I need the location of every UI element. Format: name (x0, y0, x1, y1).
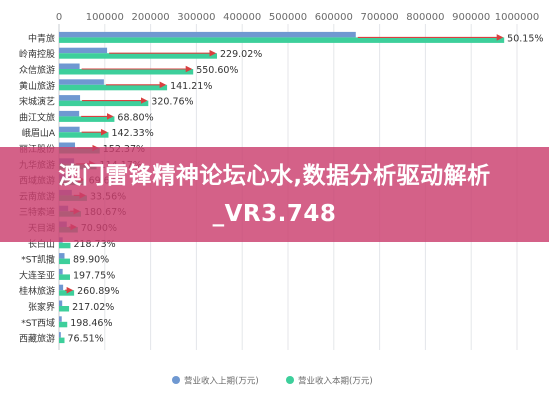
category-label: 中青旅 (28, 32, 55, 44)
data-label: 197.75% (73, 270, 115, 281)
category-label: 张家界 (28, 301, 55, 313)
legend-marker (172, 376, 180, 384)
category-label: *ST凯撒 (21, 254, 55, 266)
x-tick-labels: 0 100000 200000 300000 400000 500000 600000 700… (56, 12, 539, 23)
data-label: 89.90% (73, 255, 109, 266)
title-banner: 澳门雷锋精神论坛心水,数据分析驱动解析_VR3.748 (0, 147, 549, 242)
x-tick-label: 1000000 (495, 12, 540, 23)
x-tick-label: 400000 (223, 12, 261, 23)
legend-label: 营业收入本期(万元) (298, 376, 373, 387)
category-label: 岭南控股 (19, 48, 55, 60)
data-label: 76.51% (67, 334, 103, 345)
category-label: *ST西域 (21, 317, 55, 329)
data-label: 320.76% (151, 97, 193, 108)
bar-current (59, 53, 218, 59)
bar-current (59, 100, 149, 107)
category-label: 曲江文旅 (19, 111, 55, 123)
bar-prior (59, 95, 81, 101)
bar-prior (59, 332, 61, 338)
x-tick-label: 800000 (406, 12, 444, 23)
bar-current (59, 132, 109, 138)
data-label: 50.15% (507, 33, 543, 44)
category-label: 宋城演艺 (19, 96, 55, 108)
bar-prior (59, 142, 76, 148)
x-tick-label: 0 (56, 12, 62, 23)
bar-prior (59, 47, 108, 54)
data-label: 550.60% (196, 65, 238, 76)
legend: 营业收入上期(万元) 营业收入本期(万元) (172, 376, 373, 387)
x-tick-label: 100000 (86, 12, 124, 23)
data-label: 260.89% (77, 286, 119, 297)
data-label: 68.80% (117, 112, 153, 123)
bar-current (59, 116, 115, 122)
bar-prior (59, 300, 63, 306)
category-label: 众信旅游 (19, 64, 55, 76)
bar-current (59, 337, 65, 344)
bar-current (59, 274, 70, 280)
data-label: 229.02% (220, 49, 262, 60)
data-label: 218.73% (73, 239, 115, 250)
x-tick-label: 300000 (177, 12, 215, 23)
bar-prior (59, 31, 356, 38)
category-label: 大连圣亚 (19, 269, 55, 281)
bar-prior (59, 126, 80, 133)
x-tick-label: 900000 (452, 12, 490, 23)
bar-current (59, 258, 70, 265)
x-tick-label: 200000 (132, 12, 170, 23)
bar-prior (59, 268, 63, 275)
bar-prior (59, 284, 64, 291)
banner-title: 澳门雷锋精神论坛心水,数据分析驱动解析_VR3.748 (58, 162, 491, 227)
data-label: 217.02% (72, 302, 114, 313)
data-label: 142.33% (111, 128, 153, 139)
x-tick-label: 500000 (269, 12, 307, 23)
bar-current (59, 37, 505, 43)
x-tick-label: 700000 (361, 12, 399, 23)
bar-prior (59, 253, 65, 259)
category-label: 峨眉山A (22, 127, 56, 139)
bar-current (59, 84, 168, 91)
bar-current (59, 321, 68, 328)
bar-prior (59, 79, 104, 85)
bar-prior (59, 110, 80, 117)
category-label: 桂林旅游 (19, 285, 55, 297)
legend-label: 营业收入上期(万元) (184, 376, 259, 387)
bar-current (59, 290, 75, 296)
bar-prior (59, 63, 80, 69)
category-label: 黄山旅游 (19, 80, 55, 92)
bar-prior (59, 316, 62, 322)
bar-current (59, 242, 71, 249)
category-label: 西藏旅游 (19, 333, 55, 345)
data-label: 141.21% (170, 81, 212, 92)
bar-current (59, 306, 70, 312)
x-tick-label: 600000 (315, 12, 353, 23)
bar-current (59, 69, 194, 75)
data-label: 198.46% (70, 318, 112, 329)
legend-marker (286, 376, 294, 384)
